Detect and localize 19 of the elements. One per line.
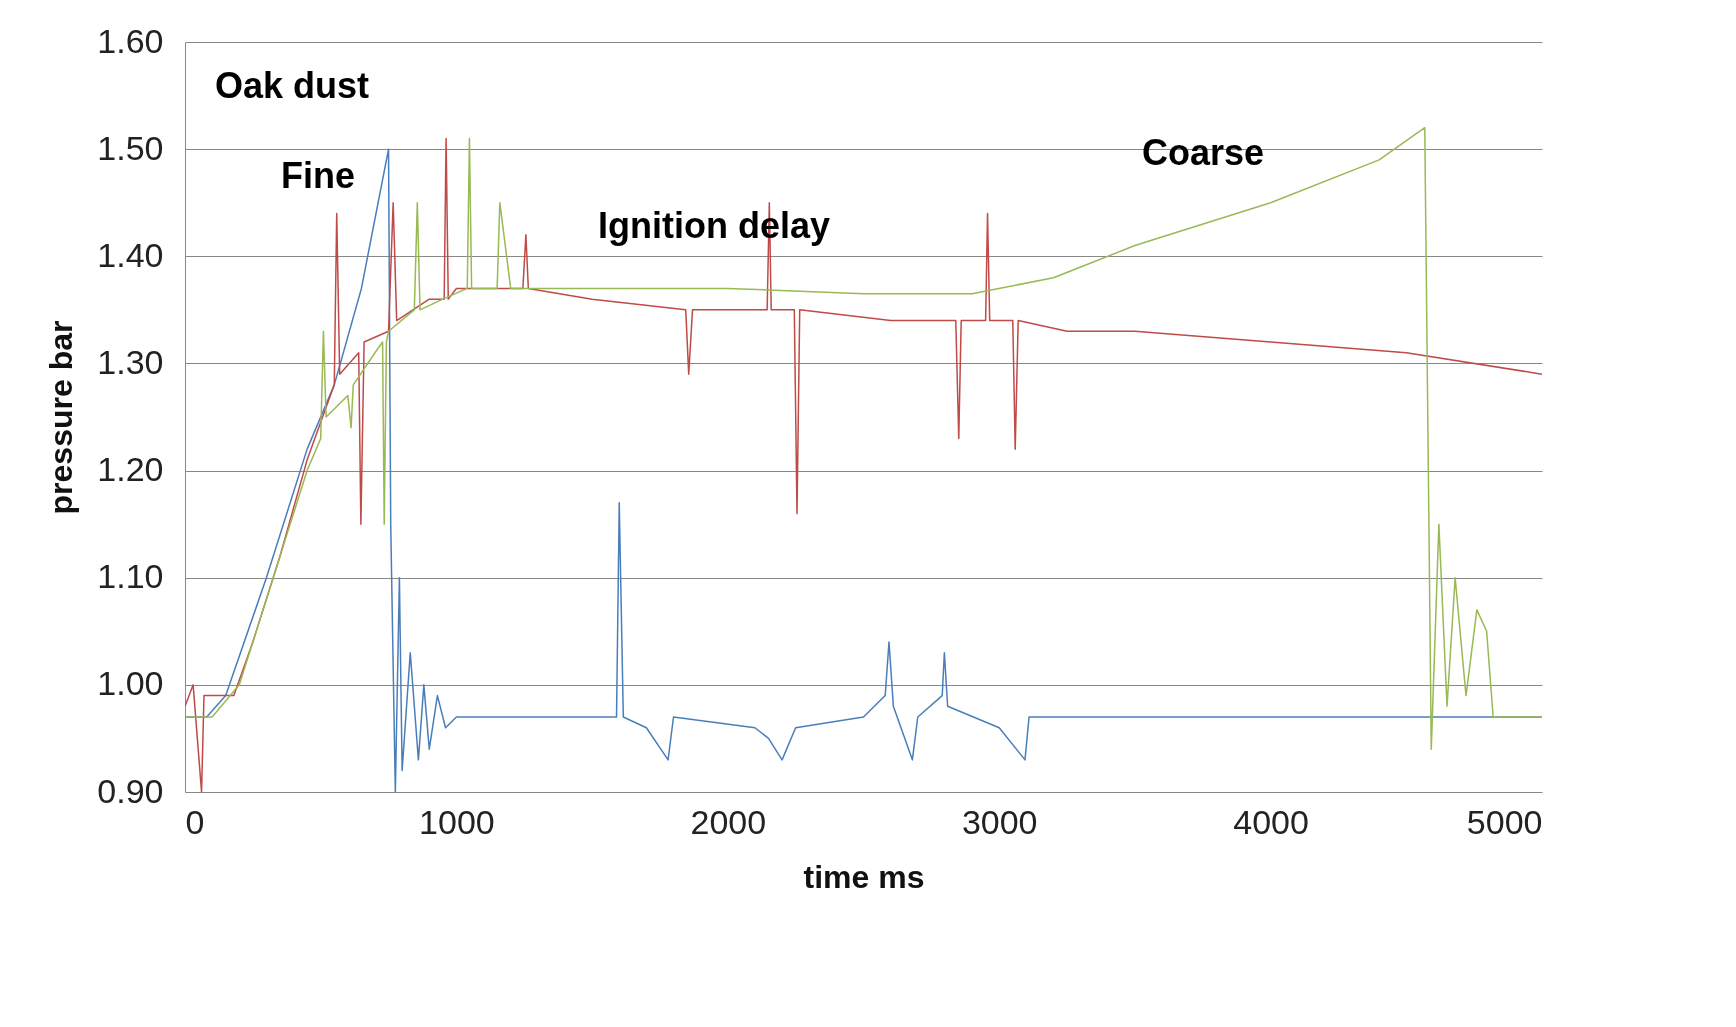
y-tick-label: 0.90 [97,771,164,810]
x-tick-label: 4000 [1233,802,1309,841]
y-tick-label: 1.60 [97,21,164,60]
x-tick-label: 5000 [1466,802,1543,841]
x-tick-label: 1000 [419,802,495,841]
y-tick-label: 1.00 [97,664,164,703]
x-tick-label: 0 [185,802,205,841]
y-tick-label: 1.10 [97,557,164,596]
x-tick-label: 2000 [690,802,767,841]
x-tick-label: 3000 [961,802,1038,841]
x-axis-title: time ms [803,858,925,895]
y-tick-label: 1.30 [97,342,164,381]
annotation: Coarse [1141,132,1265,173]
annotation: Fine [280,155,356,196]
y-tick-label: 1.40 [97,235,164,274]
annotation: Oak dust [215,65,370,106]
y-tick-label: 1.20 [97,450,164,489]
y-axis-title: pressure bar [43,320,80,515]
y-tick-label: 1.50 [97,128,164,167]
